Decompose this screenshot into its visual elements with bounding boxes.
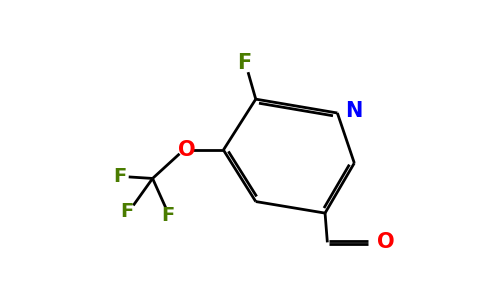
Text: N: N [345, 101, 363, 122]
Text: F: F [113, 167, 126, 186]
Text: F: F [121, 202, 134, 221]
Text: O: O [378, 232, 395, 252]
Text: F: F [237, 53, 251, 73]
Text: F: F [161, 206, 175, 225]
Text: O: O [179, 140, 196, 160]
